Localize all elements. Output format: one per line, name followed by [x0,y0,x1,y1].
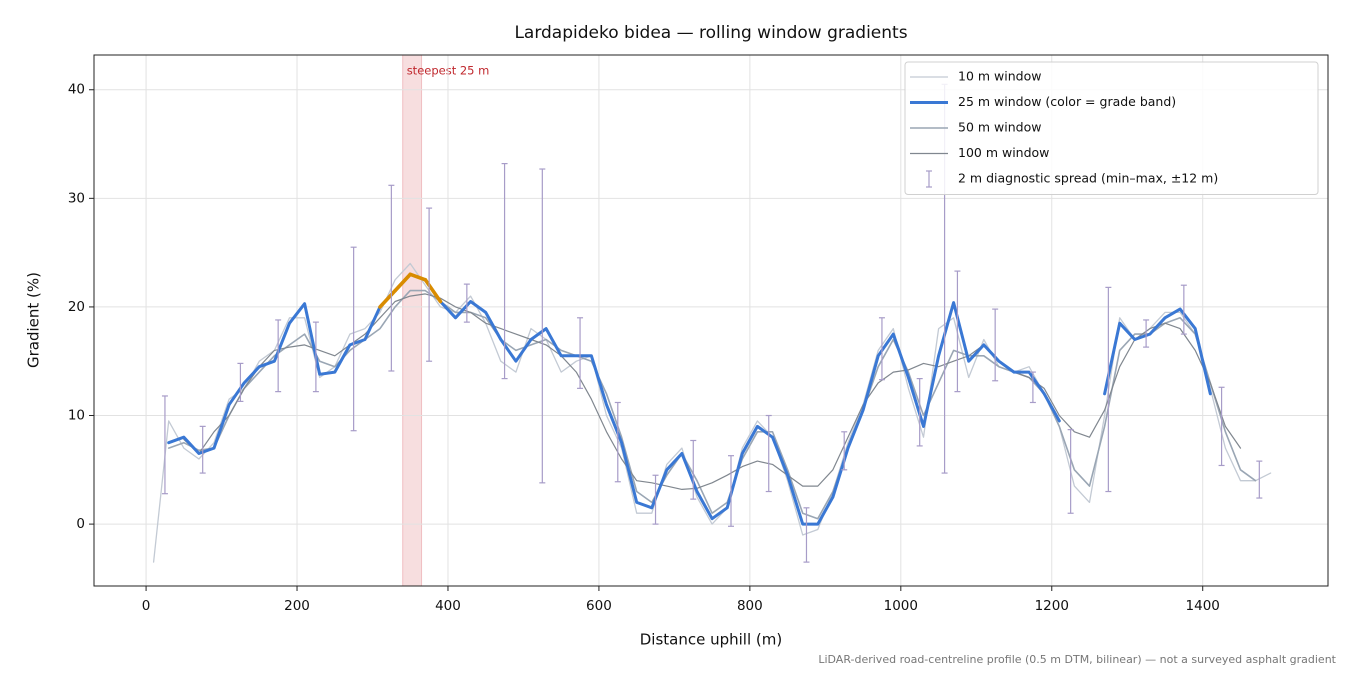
legend-label: 50 m window [958,120,1041,135]
highlight-span [402,54,423,587]
error-bar [539,168,546,484]
y-tick-label: 0 [76,516,85,532]
x-tick-label: 0 [142,598,151,614]
series-line [167,289,1257,520]
error-bar [161,395,168,495]
legend-label: 10 m window [958,69,1041,84]
error-bar [1180,284,1187,335]
x-tick-label: 600 [586,598,612,614]
error-bar [652,474,659,525]
x-axis-label: Distance uphill (m) [640,631,782,649]
series-line [167,272,1212,526]
error-bar [803,507,810,563]
error-bar [765,414,772,493]
y-axis-label: Gradient (%) [25,272,43,368]
error-bar [1256,460,1263,499]
x-tick-label: 1000 [884,598,918,614]
error-bar [350,246,357,432]
error-bar [426,207,433,362]
legend-label: 25 m window (color = grade band) [958,94,1176,109]
legend-box [904,61,1319,195]
legend: 10 m window 25 m window (color = grade ba… [904,61,1319,195]
error-bar [1143,319,1150,348]
x-tick-label: 1400 [1186,598,1220,614]
legend-label: 2 m diagnostic spread (min–max, ±12 m) [958,171,1218,186]
legend-label: 100 m window [958,145,1049,160]
series-line [152,262,1272,563]
error-bar [312,321,319,393]
x-tick-label: 200 [284,598,310,614]
chart-title: Lardapideko bidea — rolling window gradi… [514,23,907,43]
error-bar [841,431,848,471]
error-bar [237,362,244,402]
footnote: LiDAR-derived road-centreline profile (0… [818,653,1336,666]
error-bar [916,377,923,447]
grade-band-segment [423,277,443,304]
error-bar [614,401,621,483]
error-bar [199,425,206,474]
error-bar [388,184,395,372]
error-bar [1218,386,1225,467]
error-bar [1067,429,1074,514]
error-bar [463,283,470,323]
x-tick-label: 1200 [1035,598,1069,614]
error-bar [1105,286,1112,493]
y-tick-label: 20 [68,299,85,315]
error-bar [690,439,697,500]
plot-frame [93,54,1329,587]
error-bar [275,319,282,393]
y-tick-label: 30 [68,190,85,206]
error-bar [954,270,961,393]
error-bar [728,455,735,527]
grade-band-segment [393,272,413,293]
y-tick-label: 40 [68,82,85,98]
error-bar [501,162,508,380]
x-tick-label: 800 [737,598,763,614]
error-bar [878,317,885,381]
grade-band-segment [378,288,397,309]
grade-band-segment [408,272,428,282]
error-bar [1029,371,1036,404]
error-bar [992,308,999,382]
y-tick-label: 10 [68,408,85,424]
x-tick-label: 400 [435,598,461,614]
error-bar [577,317,584,389]
series-line [183,293,1242,490]
